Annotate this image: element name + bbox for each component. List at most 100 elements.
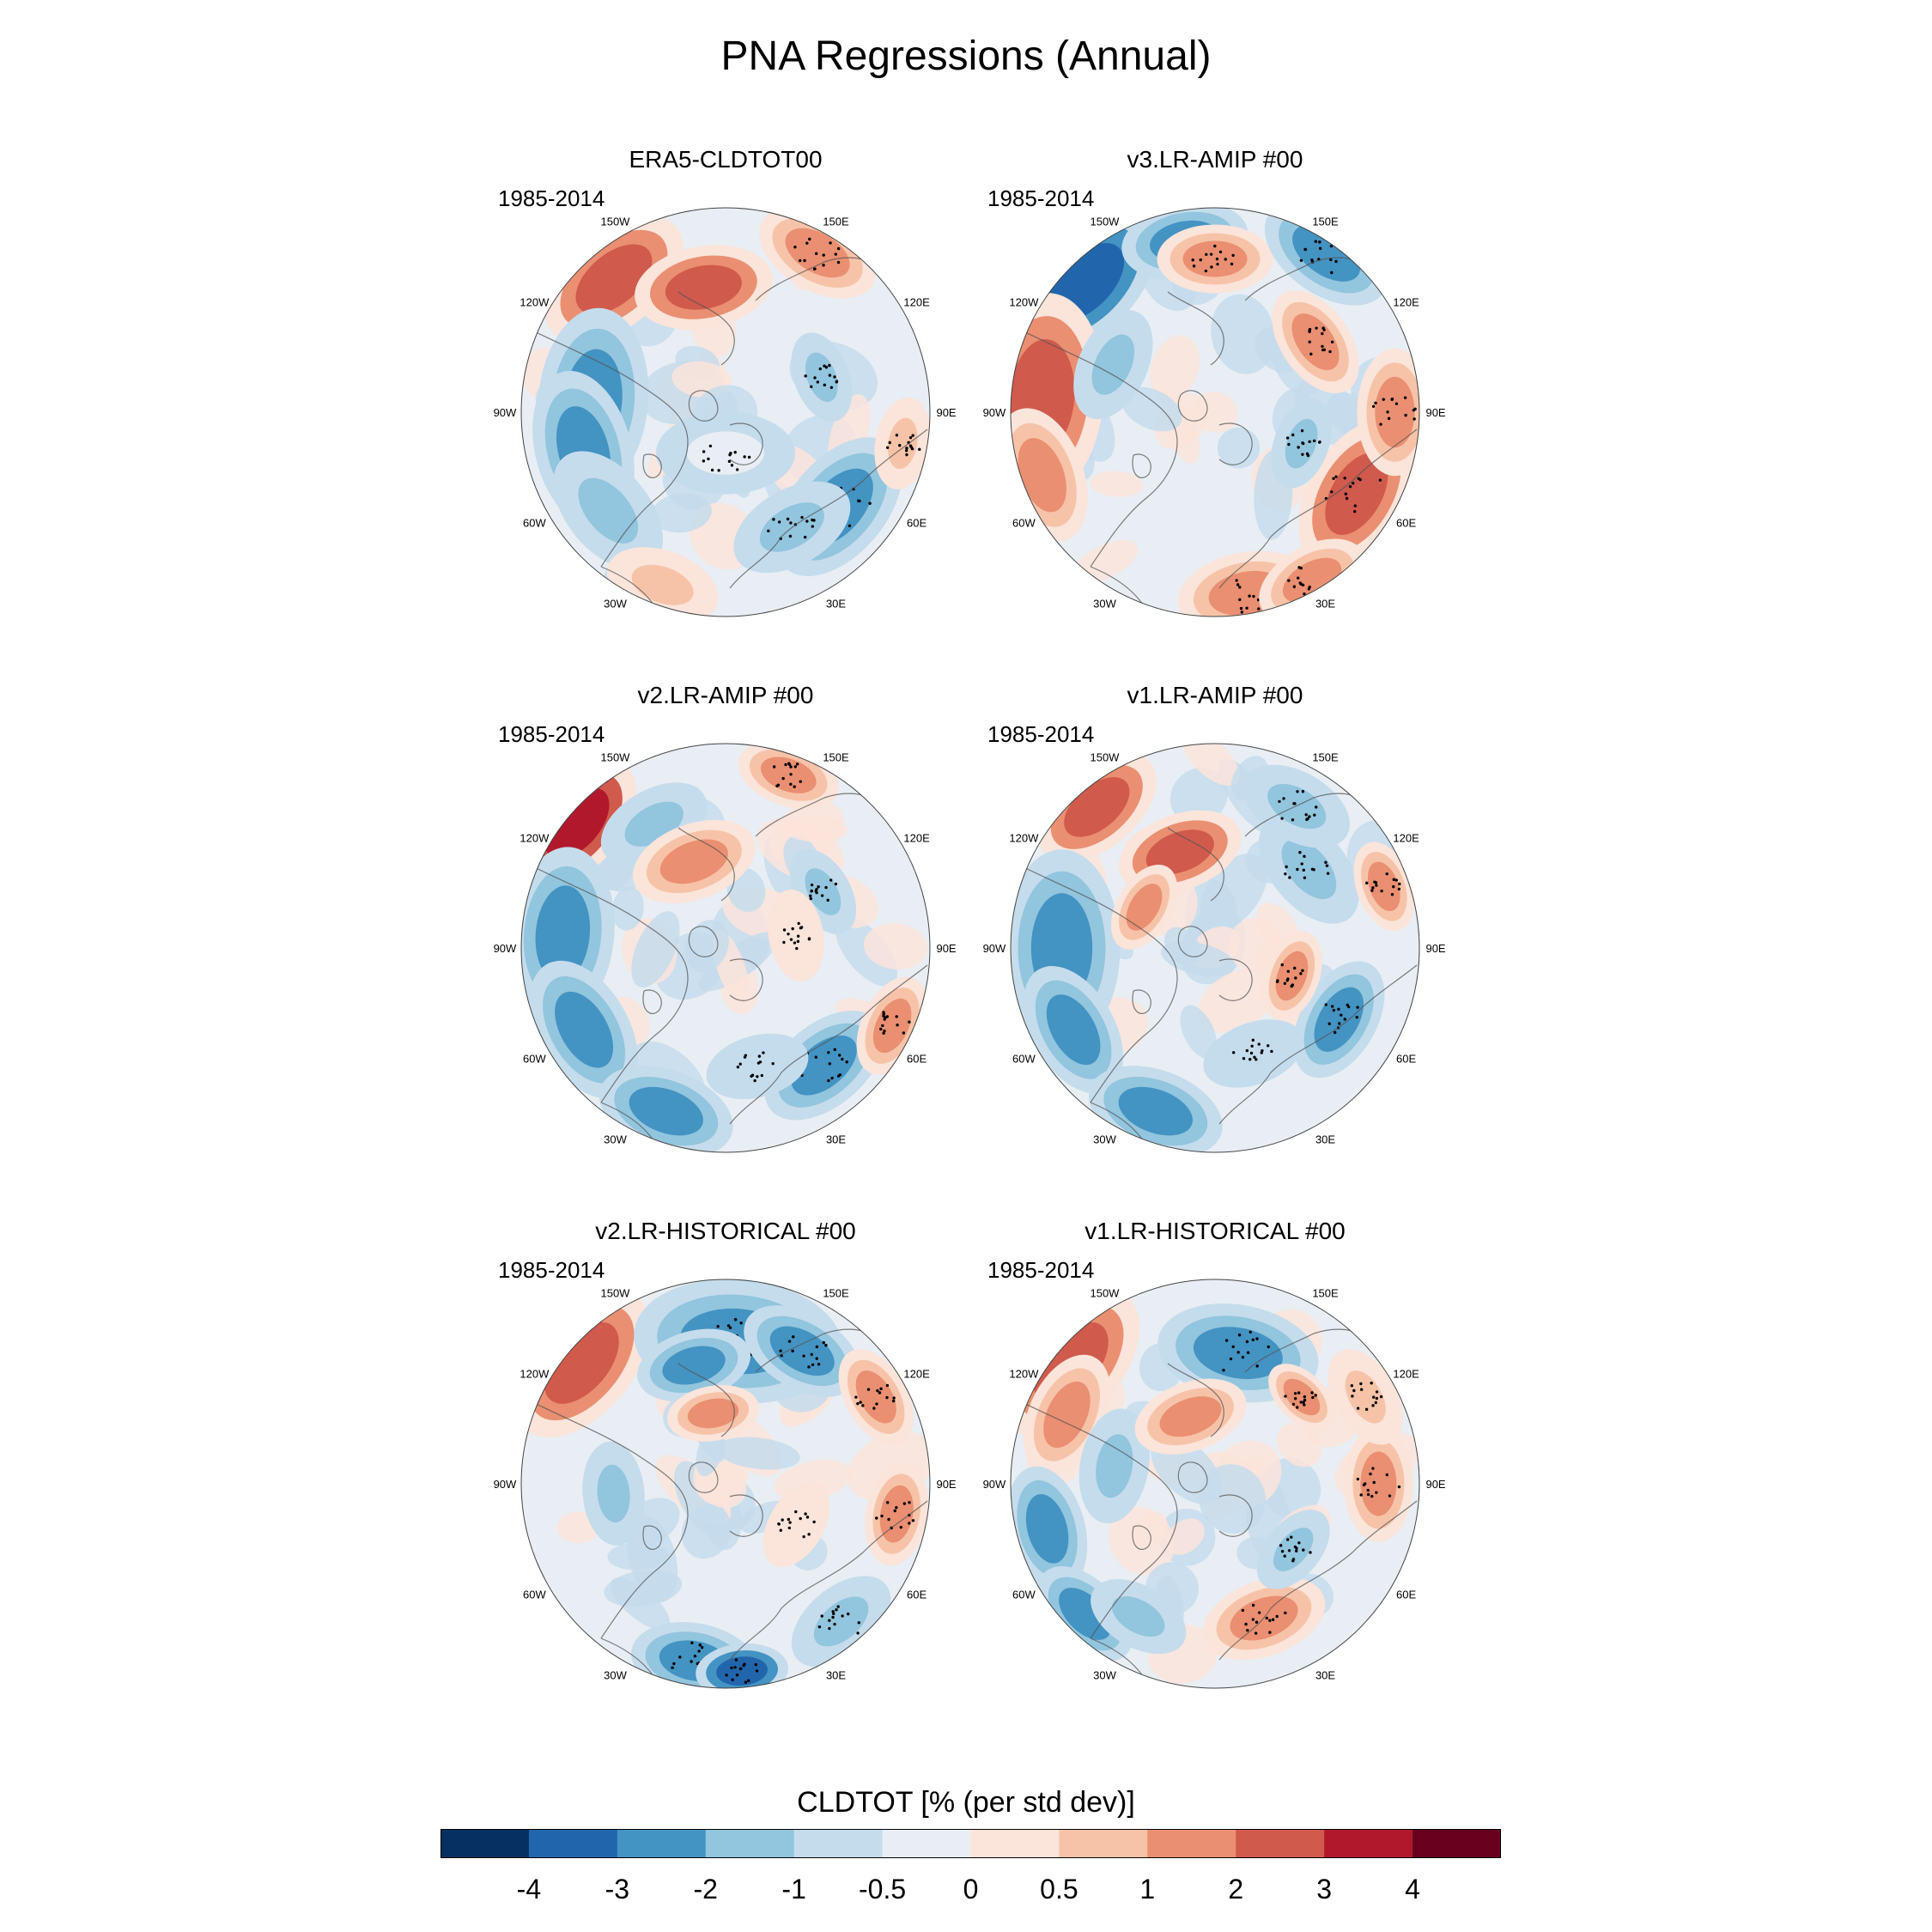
stipple-dot	[828, 1626, 831, 1631]
stipple-dot	[827, 1051, 830, 1054]
stipple-dot	[807, 1533, 811, 1536]
stipple-dot	[472, 733, 474, 735]
map-boundary	[520, 1279, 931, 1689]
stipple-dot	[1294, 976, 1297, 980]
stipple-dot	[472, 1269, 474, 1271]
colorbar-swatch	[617, 1829, 707, 1858]
stipple-dot	[472, 733, 474, 735]
stipple-dot	[962, 733, 963, 735]
stipple-dot	[772, 518, 775, 521]
stipple-dot	[690, 1660, 693, 1663]
stipple-dot	[962, 1269, 963, 1271]
stipple-dot	[817, 1363, 821, 1366]
stipple-dot	[962, 733, 963, 735]
stipple-dot	[729, 452, 732, 455]
stipple-dot	[905, 453, 908, 457]
longitude-label: 90E	[1425, 942, 1445, 955]
stipple-dot	[962, 733, 963, 735]
stipple-dot	[794, 1510, 798, 1514]
colorbar-tick-label: 3	[1316, 1874, 1333, 1905]
stipple-dot	[1205, 252, 1208, 257]
stipple-dot	[962, 1269, 963, 1271]
stipple-dot	[962, 1269, 963, 1271]
stipple-dot	[472, 197, 474, 199]
stipple-dot	[962, 733, 963, 735]
stipple-dot	[1229, 1357, 1233, 1361]
stipple-dot	[962, 733, 963, 735]
stipple-dot	[472, 733, 474, 735]
stipple-dot	[962, 733, 963, 735]
stipple-dot	[962, 197, 963, 199]
stipple-dot	[743, 1055, 747, 1059]
stipple-dot	[895, 1015, 898, 1018]
stipple-dot	[1330, 490, 1334, 494]
stipple-dot	[834, 252, 838, 256]
stipple-dot	[472, 197, 474, 199]
stipple-dot	[472, 197, 474, 199]
stipple-dot	[1236, 1351, 1240, 1354]
stipple-dot	[962, 733, 963, 735]
stipple-dot	[472, 197, 474, 199]
stipple-dot	[962, 1269, 963, 1271]
stipple-dot	[472, 733, 474, 735]
stipple-dot	[472, 1269, 474, 1271]
stipple-dot	[472, 197, 474, 199]
stipple-dot	[1268, 1619, 1272, 1622]
stipple-dot	[1244, 1622, 1248, 1626]
longitude-label: 60E	[907, 1053, 927, 1066]
stipple-dot	[883, 1018, 886, 1021]
stipple-dot	[962, 1269, 963, 1271]
stipple-dot	[1280, 817, 1284, 820]
longitude-label: 30E	[826, 598, 846, 611]
longitude-label: 150W	[600, 750, 630, 763]
stipple-dot	[733, 1318, 738, 1321]
stipple-dot	[910, 447, 914, 451]
stipple-dot	[962, 197, 963, 199]
stipple-dot	[902, 1031, 906, 1035]
stipple-dot	[472, 733, 474, 735]
stipple-dot	[1287, 442, 1291, 447]
stipple-dot	[1313, 813, 1316, 817]
stipple-dot	[807, 937, 811, 941]
contour-patch	[1360, 1451, 1397, 1516]
stipple-dot	[880, 1514, 884, 1518]
stipple-dot	[817, 1625, 822, 1629]
contour-patch	[544, 787, 610, 859]
stipple-dot	[841, 1614, 844, 1618]
stipple-dot	[472, 733, 474, 735]
stipple-dot	[962, 197, 963, 199]
longitude-label: 90W	[983, 942, 1006, 955]
stipple-dot	[472, 733, 474, 735]
stipple-dot	[472, 197, 474, 199]
stipple-dot	[962, 197, 963, 199]
stipple-dot	[962, 1269, 963, 1271]
stipple-dot	[1285, 436, 1290, 440]
stipple-dot	[1279, 1544, 1283, 1547]
stipple-dot	[847, 1612, 850, 1616]
stipple-dot	[962, 733, 963, 735]
longitude-label: 180	[1206, 1269, 1224, 1270]
stipple-dot	[472, 197, 474, 199]
stipple-dot	[888, 440, 891, 445]
stipple-dot	[1257, 1042, 1261, 1046]
stipple-dot	[824, 1343, 828, 1347]
stipple-dot	[962, 1269, 963, 1271]
stipple-dot	[472, 733, 474, 735]
stipple-dot	[962, 1269, 963, 1271]
stipple-dot	[1329, 244, 1334, 248]
colorbar-tick-label: -2	[693, 1874, 718, 1905]
stipple-dot	[962, 1269, 963, 1271]
stipple-dot	[962, 197, 963, 199]
longitude-label: 60E	[907, 517, 927, 530]
stipple-dot	[472, 733, 474, 735]
stipple-dot	[962, 1269, 963, 1271]
stipple-dot	[779, 1349, 782, 1352]
coastline	[642, 989, 662, 1014]
stipple-dot	[1355, 1015, 1358, 1019]
stipple-dot	[1293, 802, 1297, 805]
stipple-dot	[472, 733, 474, 735]
stipple-dot	[879, 1027, 883, 1031]
coastline	[1012, 861, 1178, 1103]
longitude-label: 120W	[519, 295, 550, 308]
stipple-dot	[962, 733, 963, 735]
